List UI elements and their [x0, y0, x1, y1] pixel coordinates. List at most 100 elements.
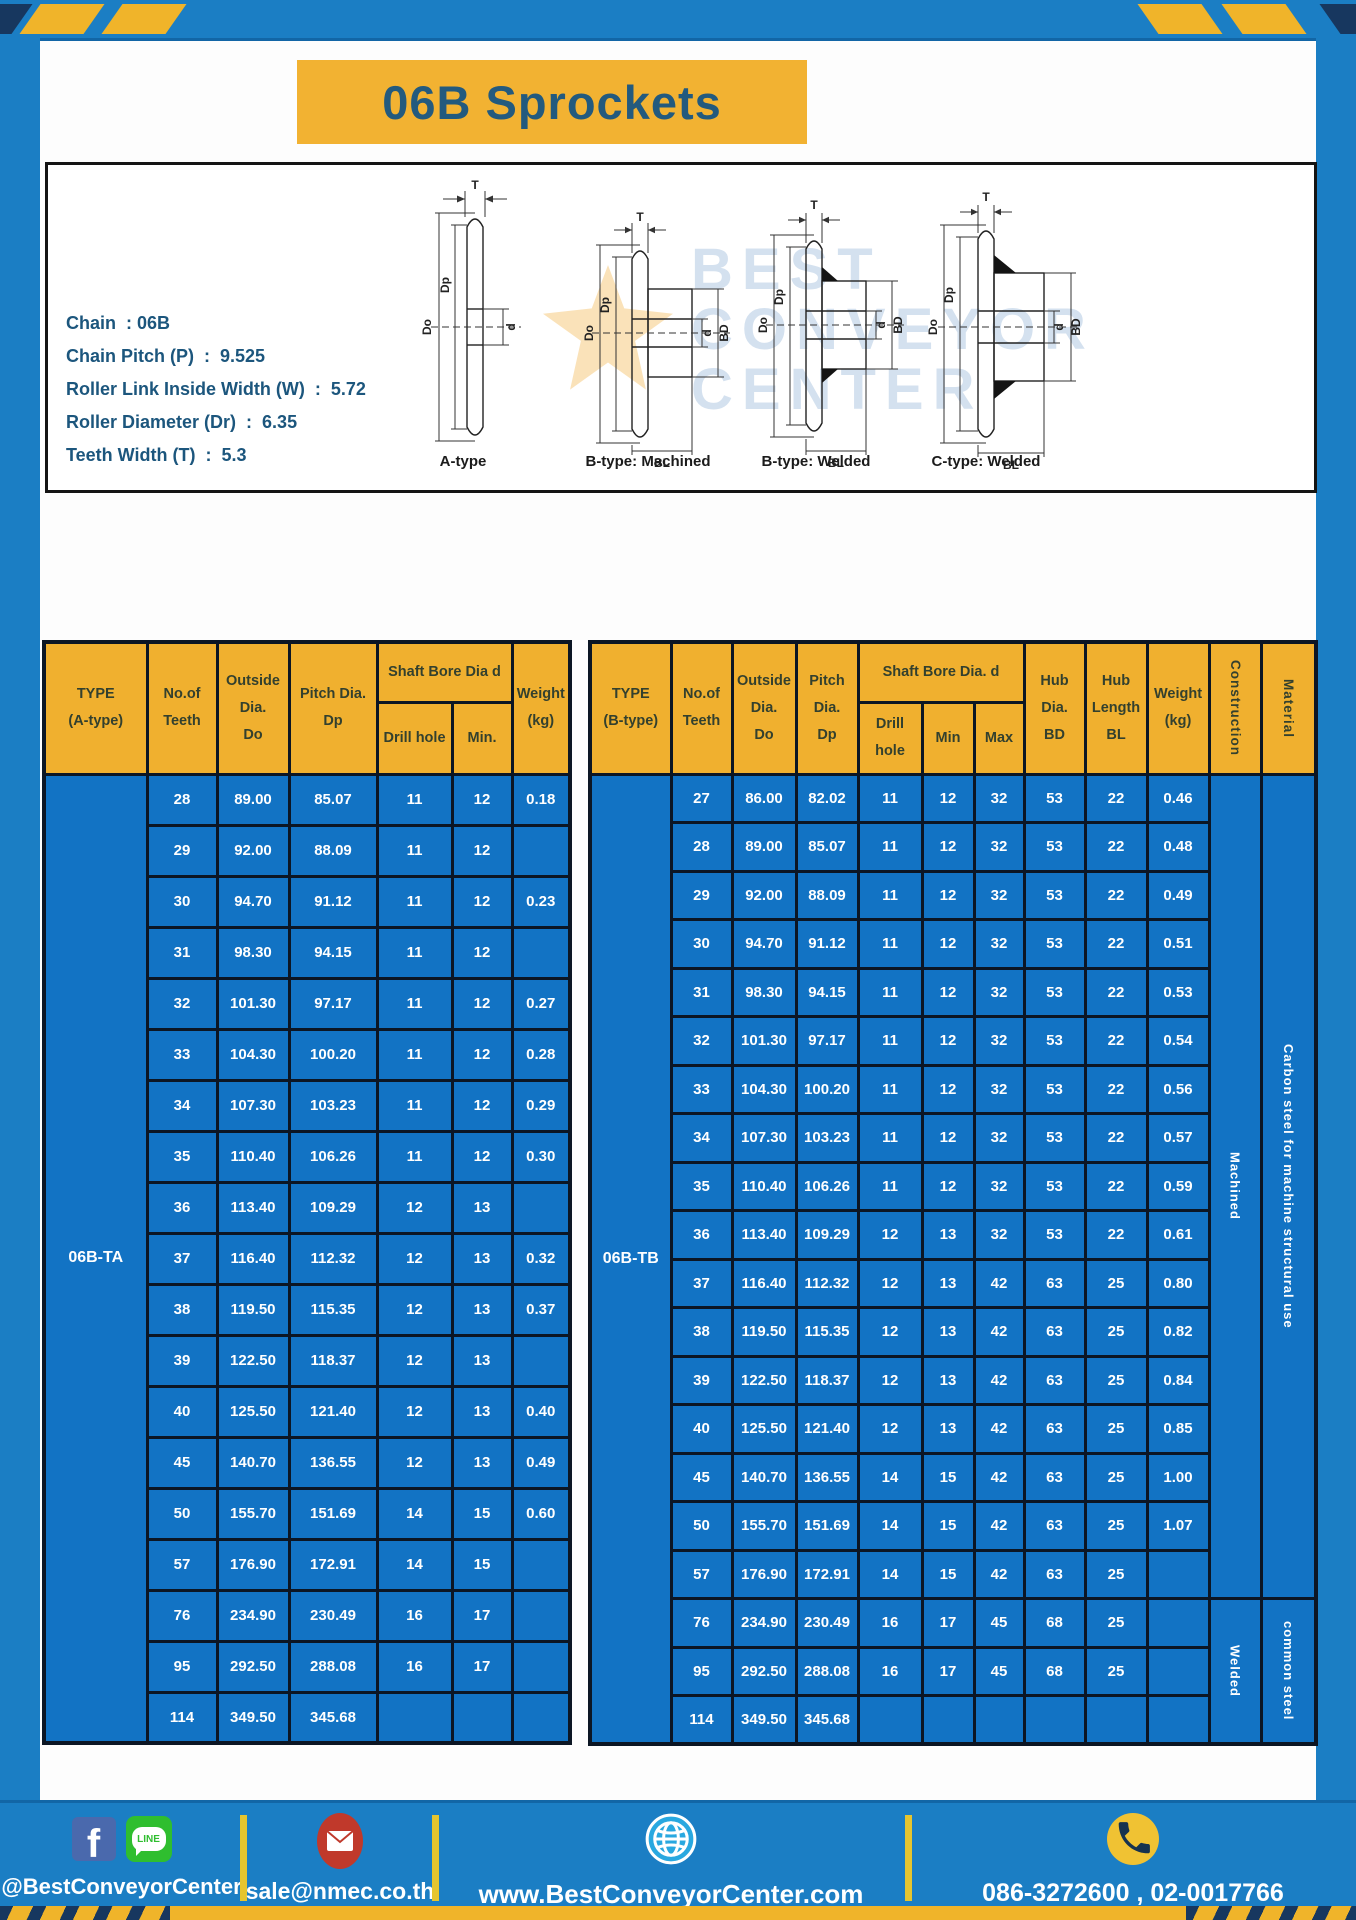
table-cell: 95 — [145, 1639, 219, 1694]
table-cell: 176.90 — [730, 1548, 798, 1600]
table-cell: 155.70 — [215, 1486, 291, 1541]
table-cell: 0.37 — [510, 1282, 572, 1337]
table-cell: 11 — [375, 925, 454, 980]
hazard-corner-left — [0, 1906, 170, 1920]
header-material: Material — [1259, 640, 1318, 776]
table-cell: 0.61 — [1145, 1209, 1211, 1261]
table-cell: 140.70 — [215, 1435, 291, 1490]
material-cell: common steel — [1259, 1597, 1318, 1746]
table-cell: 40 — [145, 1384, 219, 1439]
table-cell: 22 — [1083, 772, 1149, 824]
table-cell: 22 — [1083, 1015, 1149, 1067]
table-cell: 11 — [375, 1027, 454, 1082]
table-cell: 118.37 — [794, 1354, 860, 1406]
table-cell: 12 — [450, 1027, 514, 1082]
table-cell: 32 — [972, 918, 1026, 970]
table-row: 38 119.50 115.35 12 13 42 63 25 0.82 — [590, 1306, 1316, 1358]
table-cell: 12 — [375, 1231, 454, 1286]
social-handle: @BestConveyorCenter — [1, 1874, 242, 1899]
table-cell: 14 — [856, 1548, 924, 1600]
table-row: 35 110.40 106.26 11 12 0.30 — [44, 1129, 572, 1184]
dim-label-dp: Dp — [598, 297, 612, 313]
table-cell: 0.18 — [510, 772, 572, 827]
table-cell: 63 — [1022, 1548, 1087, 1600]
table-cell: 42 — [972, 1451, 1026, 1503]
table-cell: 12 — [450, 925, 514, 980]
dim-label-bd: BD — [891, 316, 905, 334]
table-cell: 11 — [375, 772, 454, 827]
table-cell: 95 — [669, 1645, 734, 1697]
spec-diagram-box: BEST CONVEYOR CENTER Chain : 06B Chain P… — [45, 162, 1317, 493]
table-row: 95 292.50 288.08 16 17 — [44, 1639, 572, 1694]
table-cell: 53 — [1022, 1160, 1087, 1212]
chain-spec-list: Chain : 06B Chain Pitch (P) : 9.525 Roll… — [66, 307, 366, 472]
table-cell: 151.69 — [794, 1500, 860, 1552]
table-row: 36 113.40 109.29 12 13 — [44, 1180, 572, 1235]
table-cell: 11 — [856, 918, 924, 970]
footer-contact-bar: f LINE @BestConveyorCenter sale@nmec.co.… — [0, 1800, 1356, 1920]
table-cell: 15 — [920, 1500, 976, 1552]
table-cell: 22 — [1083, 1112, 1149, 1164]
table-cell: 0.82 — [1145, 1306, 1211, 1358]
table-cell: 0.53 — [1145, 966, 1211, 1018]
table-cell: 11 — [856, 1015, 924, 1067]
dim-label-bd: BD — [717, 324, 731, 342]
table-row: 37 116.40 112.32 12 13 42 63 25 0.80 — [590, 1257, 1316, 1309]
table-cell: 50 — [145, 1486, 219, 1541]
table-row: 30 94.70 91.12 11 12 32 53 22 0.51 — [590, 918, 1316, 970]
type-label: 06B-TB — [588, 772, 673, 1746]
dim-label-bl: BL — [1003, 458, 1019, 472]
table-row: 29 92.00 88.09 11 12 32 53 22 0.49 — [590, 869, 1316, 921]
table-cell: 16 — [375, 1639, 454, 1694]
table-cell: 53 — [1022, 1112, 1087, 1164]
footer-email-section: sale@nmec.co.th — [245, 1813, 435, 1905]
table-cell: 57 — [145, 1537, 219, 1592]
table-cell: 30 — [145, 874, 219, 929]
table-cell: 98.30 — [730, 966, 798, 1018]
table-cell: 36 — [145, 1180, 219, 1235]
table-cell: 113.40 — [215, 1180, 291, 1235]
table-cell: 292.50 — [730, 1645, 798, 1697]
header-hub-length: Hub Length BL — [1083, 640, 1149, 776]
table-cell: 0.85 — [1145, 1403, 1211, 1455]
table-row: 76 234.90 230.49 16 17 45 68 25 Welded common ste… — [590, 1597, 1318, 1746]
a-type-spec-table: TYPE (A-type) No.of Teeth Outside Dia. D… — [42, 640, 573, 1745]
table-cell: 42 — [972, 1403, 1026, 1455]
table-cell: 13 — [450, 1333, 514, 1388]
website-url: www.BestConveyorCenter.com — [478, 1879, 864, 1909]
table-cell: 106.26 — [794, 1160, 860, 1212]
table-cell: 172.91 — [287, 1537, 379, 1592]
dim-label-t: T — [471, 178, 479, 192]
spec-line: Chain Pitch (P) : 9.525 — [66, 346, 266, 366]
table-cell: 12 — [856, 1354, 924, 1406]
table-cell: 11 — [856, 772, 924, 824]
table-cell: 91.12 — [794, 918, 860, 970]
table-cell: 25 — [1083, 1500, 1149, 1552]
table-cell: 42 — [972, 1548, 1026, 1600]
table-cell: 40 — [669, 1403, 734, 1455]
header-type: TYPE (B-type) — [588, 640, 673, 776]
table-cell: 94.70 — [215, 874, 291, 929]
table-cell: 110.40 — [730, 1160, 798, 1212]
table-cell — [510, 1333, 572, 1388]
table-cell — [1022, 1694, 1087, 1746]
table-cell: 30 — [669, 918, 734, 970]
table-cell: 14 — [375, 1537, 454, 1592]
table-cell — [510, 1180, 572, 1235]
table-cell: 33 — [145, 1027, 219, 1082]
table-row: 33 104.30 100.20 11 12 32 53 22 0.56 — [590, 1063, 1316, 1115]
table-cell: 63 — [1022, 1451, 1087, 1503]
table-cell: 36 — [669, 1209, 734, 1261]
table-cell — [856, 1694, 924, 1746]
email-address: sale@nmec.co.th — [245, 1878, 435, 1904]
table-cell: 68 — [1022, 1645, 1087, 1697]
table-cell: 63 — [1022, 1257, 1087, 1309]
table-cell: 22 — [1083, 1063, 1149, 1115]
dim-label-do: Do — [420, 319, 434, 335]
table-cell: 15 — [450, 1537, 514, 1592]
table-cell: 31 — [145, 925, 219, 980]
table-cell: 16 — [856, 1645, 924, 1697]
table-cell: 230.49 — [794, 1597, 860, 1649]
table-row: 35 110.40 106.26 11 12 32 53 22 0.59 — [590, 1160, 1316, 1212]
table-cell: 109.29 — [287, 1180, 379, 1235]
